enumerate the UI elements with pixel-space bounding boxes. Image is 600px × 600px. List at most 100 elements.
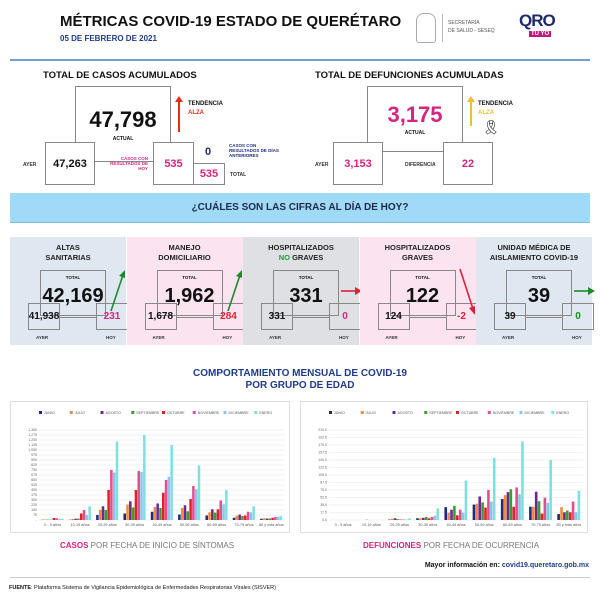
legend-label: AGOSTO <box>398 411 414 415</box>
casos-anteriores-label: CASOS CON RESULTADOS DE DÍAS ANTERIORES <box>229 143 279 158</box>
casos-hoy: 535 <box>153 142 194 185</box>
y-tick-label: 70.0 <box>320 488 327 492</box>
panel-title-1: UNIDAD MÉDICA DE <box>497 243 571 252</box>
y-tick-label: 150 <box>31 508 37 512</box>
x-tick-label: 80 y más años <box>259 523 284 527</box>
trend-arrow-flat-icon <box>574 287 595 295</box>
bar-julio <box>71 519 75 520</box>
y-tick-label: 525 <box>31 483 37 487</box>
panel-title-1: ALTAS <box>56 243 80 252</box>
bar-noviembre <box>110 470 113 520</box>
panel-ayer-label: AYER <box>385 335 398 340</box>
source-text: : Plataforma Sistema de Vigilancia Epide… <box>31 585 276 591</box>
bar-septiembre <box>537 501 541 520</box>
arrow-up-icon <box>178 98 180 132</box>
panel-title: HOSPITALIZADOS GRAVES <box>360 243 476 263</box>
bar-noviembre <box>458 509 462 520</box>
def-actual-box: 3,175 ACTUAL <box>367 86 463 152</box>
bar-septiembre <box>268 518 272 520</box>
section-title: COMPORTAMIENTO MENSUAL DE COVID-19 POR G… <box>0 368 600 392</box>
bar-julio <box>153 507 157 520</box>
bar-junio <box>529 506 532 520</box>
bar-diciembre <box>222 504 225 520</box>
legend-label: DICIEMBRE <box>229 411 250 415</box>
bar-noviembre <box>137 471 140 520</box>
x-tick-label: 80 y más años <box>557 523 582 527</box>
bar-octubre <box>134 490 138 520</box>
bar-enero <box>521 441 524 520</box>
panel-2: HOSPITALIZADOS NO GRAVES TOTAL 331 331 0 A… <box>243 237 362 345</box>
panel-ayer-label: AYER <box>152 335 165 340</box>
bar-diciembre <box>574 512 578 520</box>
bar-diciembre <box>276 516 280 520</box>
panel-title-1: HOSPITALIZADOS <box>268 243 334 252</box>
trend-arrow-down-icon <box>458 268 475 315</box>
legend-swatch <box>487 411 491 414</box>
panel-hoy-label: HOY <box>572 335 582 340</box>
panel-total: 42,169 <box>42 285 104 307</box>
arrow-head <box>467 96 475 102</box>
y-tick-label: 75 <box>33 513 37 517</box>
bar-diciembre <box>490 501 493 520</box>
legend-swatch <box>456 411 459 414</box>
bar-junio <box>557 514 560 520</box>
bar-noviembre <box>219 500 222 520</box>
x-tick-label: 50-59 años <box>180 523 199 527</box>
x-tick-label: 40-49 años <box>153 523 172 527</box>
legend-label: SEPTIEMBRE <box>429 411 453 415</box>
bar-agosto <box>129 501 132 520</box>
legend-swatch <box>39 411 42 414</box>
legend-label: NOVIEMBRE <box>493 411 515 415</box>
bar-julio <box>419 518 422 520</box>
bar-noviembre <box>515 487 518 520</box>
bar-diciembre <box>461 512 465 520</box>
bar-enero <box>549 460 552 520</box>
def-caption-b: POR FECHA DE OCURRENCIA <box>421 541 540 550</box>
bar-enero <box>492 457 496 520</box>
legend-swatch <box>100 411 104 414</box>
source-note: FUENTE: Plataforma Sistema de Vigilancia… <box>9 585 276 591</box>
bar-octubre <box>484 507 487 520</box>
bar-septiembre <box>241 516 244 520</box>
panel-total-label: TOTAL <box>182 275 197 280</box>
bar-septiembre <box>481 502 484 520</box>
secretaria-label: SECRETARÍA <box>448 20 480 26</box>
bar-agosto <box>506 492 510 520</box>
bar-agosto <box>265 518 269 520</box>
arrow-up-icon <box>470 98 472 126</box>
bar-enero <box>252 506 255 520</box>
bar-noviembre <box>246 511 250 520</box>
report-date: 05 DE FEBRERO DE 2021 <box>60 34 157 43</box>
legend-label: JUNIO <box>334 411 345 415</box>
casos-caption: CASOS POR FECHA DE INICIO DE SÍNTOMAS <box>60 541 234 550</box>
bar-enero <box>436 508 440 520</box>
bar-julio <box>447 512 450 520</box>
bar-diciembre <box>112 472 116 520</box>
y-tick-label: 87.5 <box>320 481 327 485</box>
y-tick-label: - <box>36 518 38 522</box>
y-tick-label: 825 <box>31 463 37 467</box>
x-tick-label: 40-49 años <box>447 523 466 527</box>
panel-3: HOSPITALIZADOS GRAVES TOTAL 122 124 -2 AYE… <box>359 237 478 345</box>
bar-agosto <box>238 514 241 520</box>
bar-junio <box>232 517 236 520</box>
legend-swatch <box>360 411 364 414</box>
legend-swatch <box>254 411 258 414</box>
more-info-link[interactable]: covid19.queretaro.gob.mx <box>501 562 589 569</box>
bar-diciembre <box>194 489 198 520</box>
casos-hoy-label: CASOS CON RESULTADOS DE HOY <box>110 156 148 171</box>
tuyo-logo: TÚ YO <box>529 31 552 37</box>
panel-0: ALTAS SANITARIAS TOTAL 42,169 41,938 231 A… <box>10 237 128 345</box>
page-title: MÉTRICAS COVID-19 ESTADO DE QUERÉTARO <box>60 13 402 30</box>
def-dif-label: DIFERENCIA <box>405 162 436 168</box>
bar-enero <box>408 518 411 520</box>
bar-agosto <box>450 509 453 520</box>
panel-connector <box>60 317 97 318</box>
bar-junio <box>260 518 263 520</box>
bar-agosto <box>101 506 105 520</box>
legend-label: ENERO <box>259 411 272 415</box>
more-info-label: Mayor información en: <box>424 562 500 569</box>
bar-septiembre <box>159 508 162 520</box>
y-tick-label: 1,050 <box>28 448 37 452</box>
panel-title: HOSPITALIZADOS NO GRAVES <box>243 243 359 263</box>
